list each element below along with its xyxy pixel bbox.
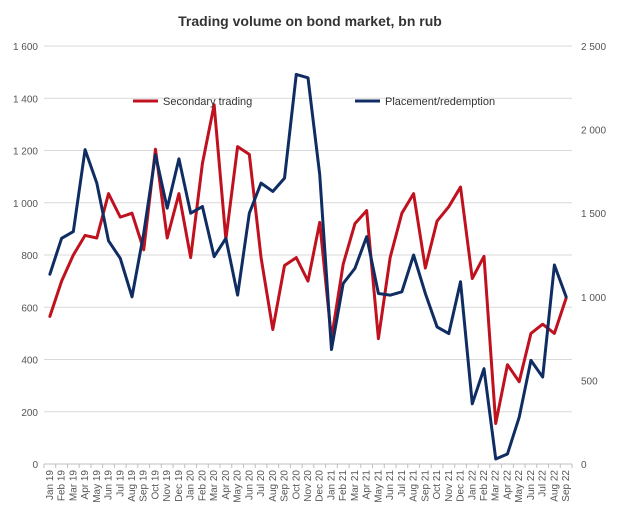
x-tick-label: May 21 <box>373 470 384 503</box>
x-tick-label: Oct 19 <box>150 470 161 500</box>
left-tick-label: 1 600 <box>13 42 38 53</box>
x-tick-label: Sep 20 <box>280 470 291 502</box>
left-tick-label: 0 <box>32 460 38 471</box>
chart-title: Trading volume on bond market, bn rub <box>178 13 442 29</box>
x-tick-label: Jan 20 <box>186 470 197 500</box>
x-tick-label: Jun 19 <box>104 470 115 500</box>
right-tick-label: 1 000 <box>581 293 606 304</box>
left-y-axis: 0 200 400 600 800 1 000 1 200 1 400 1 600 <box>13 42 38 471</box>
x-tick-label: Jul 19 <box>115 470 126 497</box>
gridlines <box>44 45 572 465</box>
x-tick-label: Jun 22 <box>526 470 537 500</box>
x-tick-label: Dec 20 <box>315 470 326 502</box>
x-tick-label: Nov 20 <box>303 470 314 502</box>
x-tick-label: May 22 <box>514 470 525 503</box>
x-tick-label: Jan 21 <box>326 470 337 500</box>
x-tick-label: Jun 20 <box>244 470 255 500</box>
x-tick-label: Aug 19 <box>127 470 138 502</box>
legend-label-secondary-trading: Secondary trading <box>163 96 252 108</box>
x-tick-label: Nov 21 <box>444 470 455 502</box>
x-tick-label: Oct 20 <box>291 470 302 500</box>
left-tick-label: 1 000 <box>13 199 38 210</box>
x-tick-label: Jan 22 <box>467 470 478 500</box>
x-tick-label: Apr 21 <box>362 470 373 500</box>
left-tick-label: 1 200 <box>13 147 38 158</box>
x-tick-label: Nov 19 <box>162 470 173 502</box>
right-tick-label: 2 000 <box>581 126 606 137</box>
x-tick-label: Jan 19 <box>45 470 56 500</box>
x-tick-label: Feb 20 <box>197 470 208 502</box>
left-tick-label: 200 <box>21 408 38 419</box>
x-tick-label: May 19 <box>92 470 103 503</box>
series-lines <box>48 72 568 461</box>
x-tick-label: Sep 19 <box>139 470 150 502</box>
x-tick-label: Jun 21 <box>385 470 396 500</box>
x-axis: Jan 19 Feb 19 Mar 19 Apr 19 May 19 Jun 19 Jul … <box>43 463 573 503</box>
x-tick-label: Dec 19 <box>174 470 185 502</box>
x-tick-label: Oct 21 <box>432 470 443 500</box>
x-tick-label: Mar 20 <box>209 470 220 502</box>
x-tick-label: Jul 22 <box>538 470 549 497</box>
right-y-axis: 0 500 1 000 1 500 2 000 2 500 <box>581 42 606 471</box>
series-line-placement-redemption <box>48 72 568 461</box>
x-tick-label: Apr 19 <box>80 470 91 500</box>
series-line-secondary-trading <box>48 103 568 426</box>
x-tick-label: Aug 21 <box>409 470 420 502</box>
x-tick-label: May 20 <box>233 470 244 503</box>
x-tick-label: Mar 19 <box>68 470 79 502</box>
right-tick-label: 0 <box>581 460 587 471</box>
x-tick-label: Feb 19 <box>57 470 68 502</box>
x-tick-label: Aug 22 <box>549 470 560 502</box>
x-tick-label: Sep 21 <box>420 470 431 502</box>
x-tick-label: Sep 22 <box>561 470 572 502</box>
left-tick-label: 400 <box>21 356 38 367</box>
x-tick-label: Aug 20 <box>268 470 279 502</box>
x-tick-label: Apr 22 <box>502 470 513 500</box>
legend-label-placement-redemption: Placement/redemption <box>385 96 495 108</box>
x-tick-label: Dec 21 <box>456 470 467 502</box>
left-tick-label: 600 <box>21 303 38 314</box>
x-tick-label: Mar 21 <box>350 470 361 502</box>
right-tick-label: 500 <box>581 376 598 387</box>
right-tick-label: 1 500 <box>581 209 606 220</box>
legend: Secondary trading Placement/redemption <box>133 96 495 108</box>
x-tick-label: Apr 20 <box>221 470 232 500</box>
right-tick-label: 2 500 <box>581 42 606 53</box>
left-tick-label: 800 <box>21 251 38 262</box>
left-tick-label: 1 400 <box>13 94 38 105</box>
x-tick-label: Mar 22 <box>491 470 502 502</box>
x-tick-label: Jul 20 <box>256 470 267 497</box>
x-tick-label: Feb 21 <box>338 470 349 502</box>
x-tick-label: Jul 21 <box>397 470 408 497</box>
x-tick-label: Feb 22 <box>479 470 490 502</box>
